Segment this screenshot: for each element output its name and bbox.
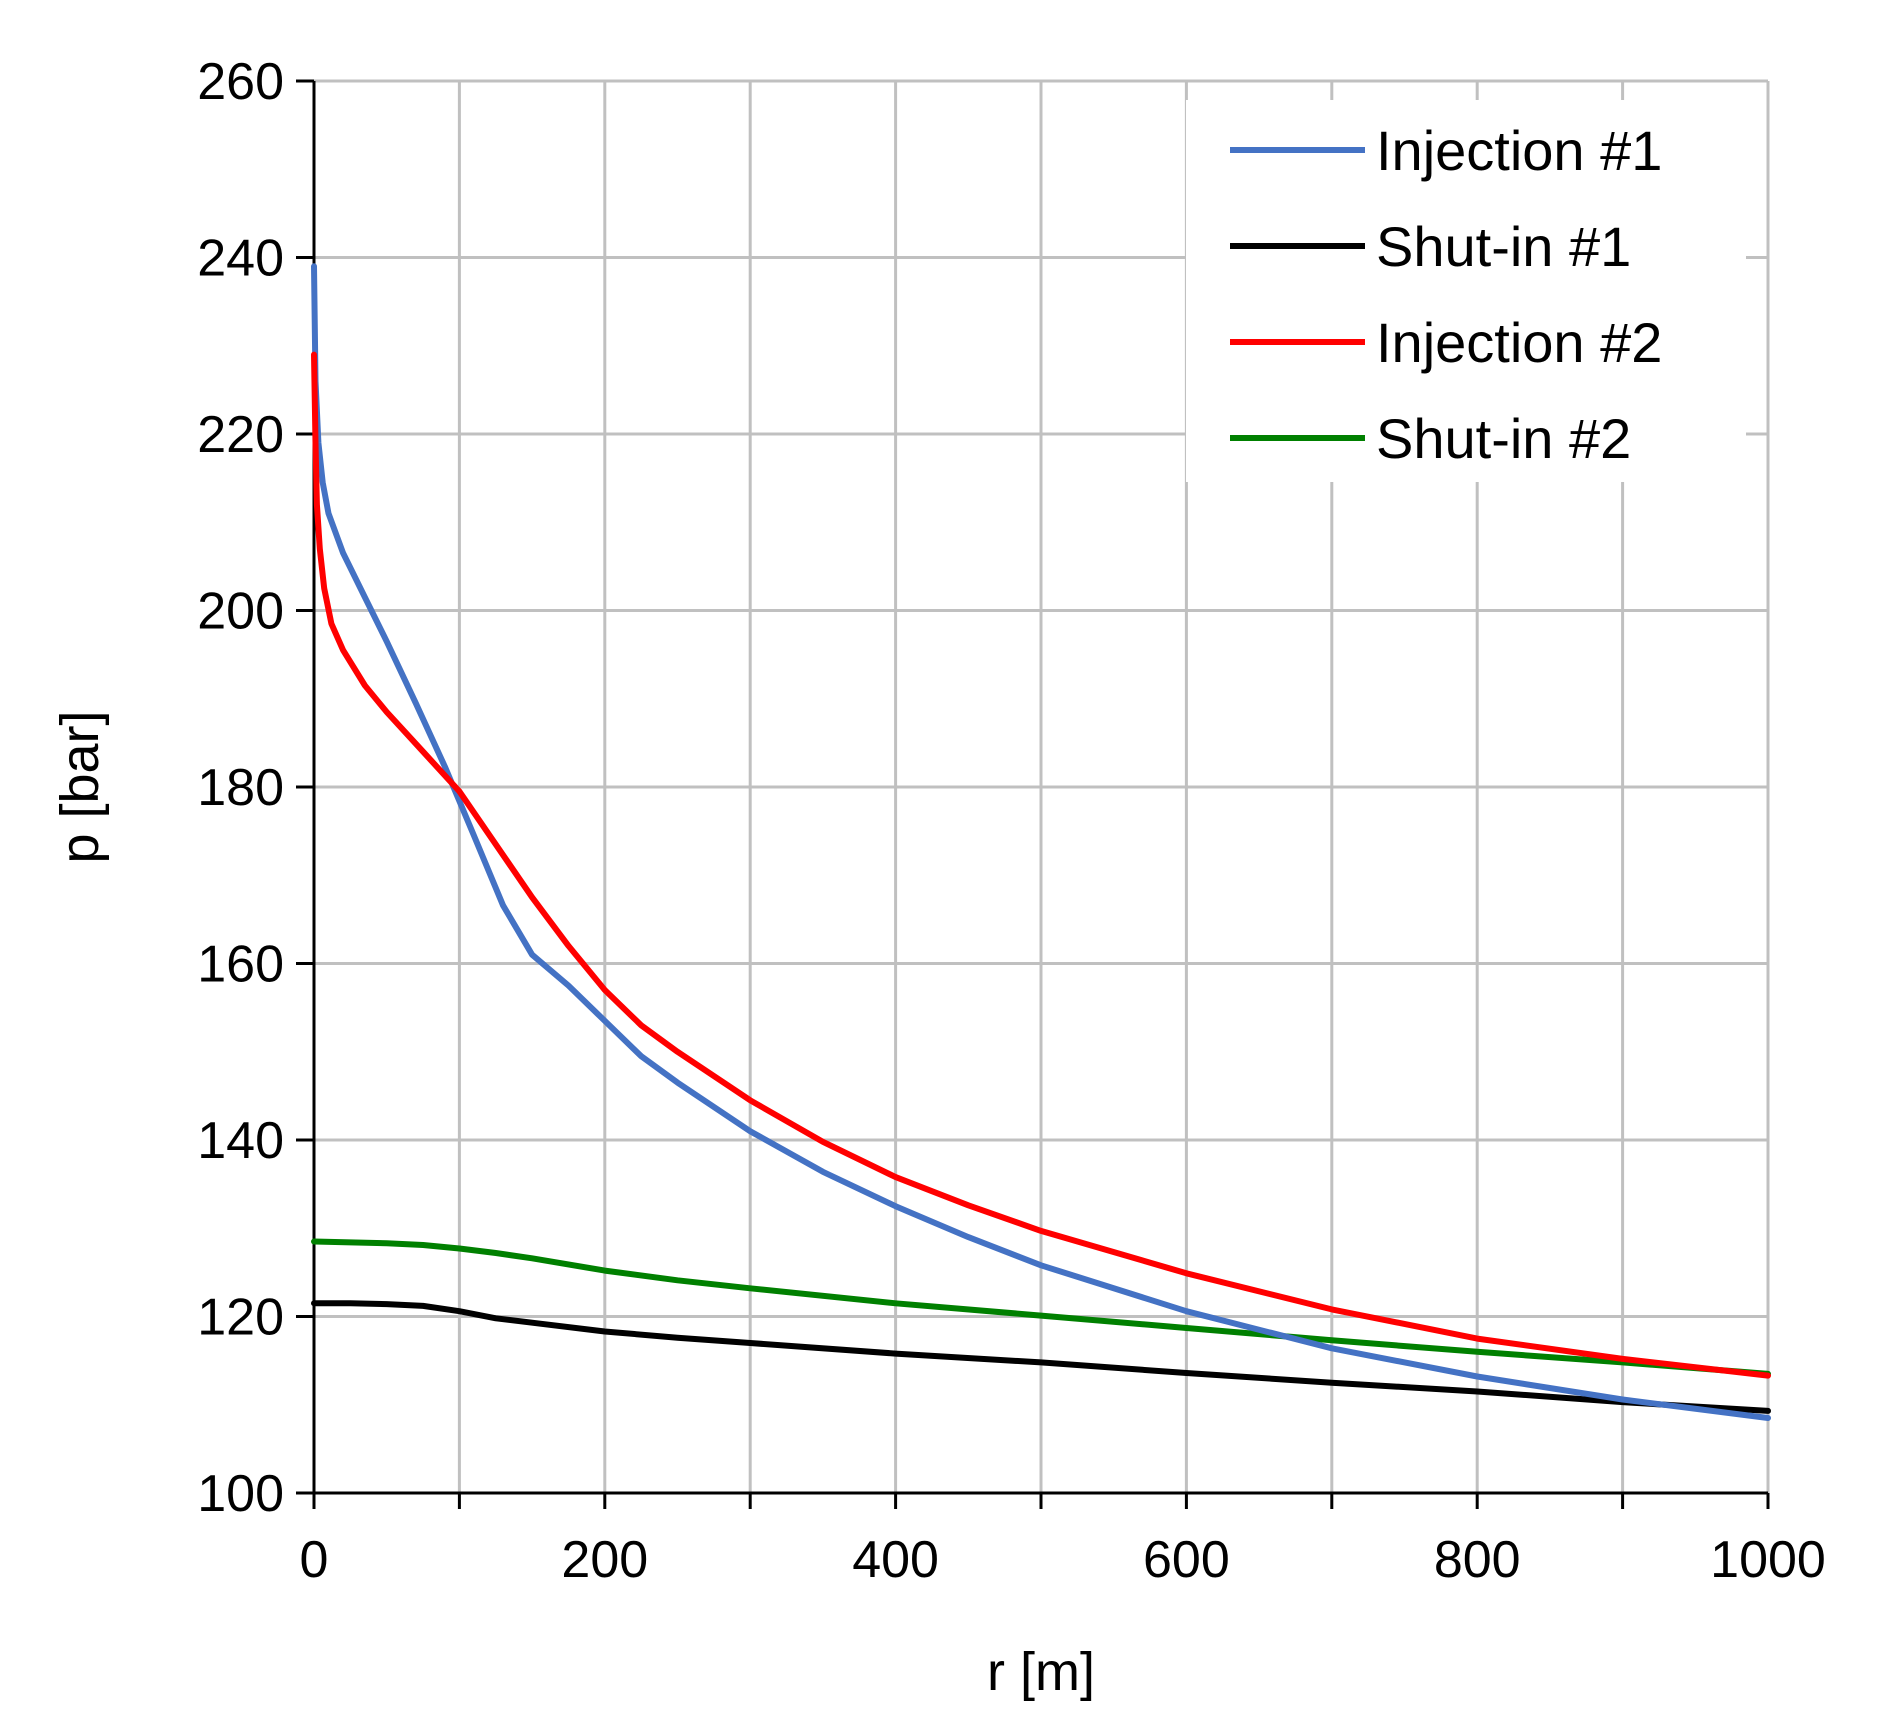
y-tick-label: 140 [197,1112,284,1170]
x-tick-label: 600 [1143,1531,1230,1589]
y-tick-label: 200 [197,583,284,641]
y-tick-label: 160 [197,936,284,994]
y-tick-label: 240 [197,230,284,288]
series-line-shut-in-2 [311,1238,1771,1377]
y-tick-label: 180 [197,759,284,817]
series-line-injection-2 [311,351,1771,1379]
x-tick-label: 400 [852,1531,939,1589]
legend-box [1186,100,1746,482]
y-tick-label: 100 [197,1465,284,1523]
legend-label-shut-in-2: Shut-in #2 [1376,407,1631,470]
series-group [311,263,1771,1421]
y-tick-label: 120 [197,1289,284,1347]
x-tick-label: 1000 [1710,1531,1826,1589]
legend-label-injection-1: Injection #1 [1376,119,1662,182]
legend-label-injection-2: Injection #2 [1376,311,1662,374]
y-tick-label: 260 [197,53,284,111]
series-line-injection-1 [311,263,1771,1421]
legend-label-shut-in-1: Shut-in #1 [1376,215,1631,278]
tick-labels: 100 120 140 160 180 200 220 240 260 0 200 400 600 800… [197,53,1826,1589]
y-tick-label: 220 [197,406,284,464]
x-axis-title: r [m] [987,1642,1095,1702]
y-axis-title: p [bar] [50,710,110,863]
legend: Injection #1 Shut-in #1 Injection #2 Shut-i… [1186,100,1746,482]
series-line-shut-in-1 [311,1300,1771,1414]
x-tick-label: 0 [300,1531,329,1589]
x-tick-label: 800 [1434,1531,1521,1589]
x-tick-label: 200 [561,1531,648,1589]
